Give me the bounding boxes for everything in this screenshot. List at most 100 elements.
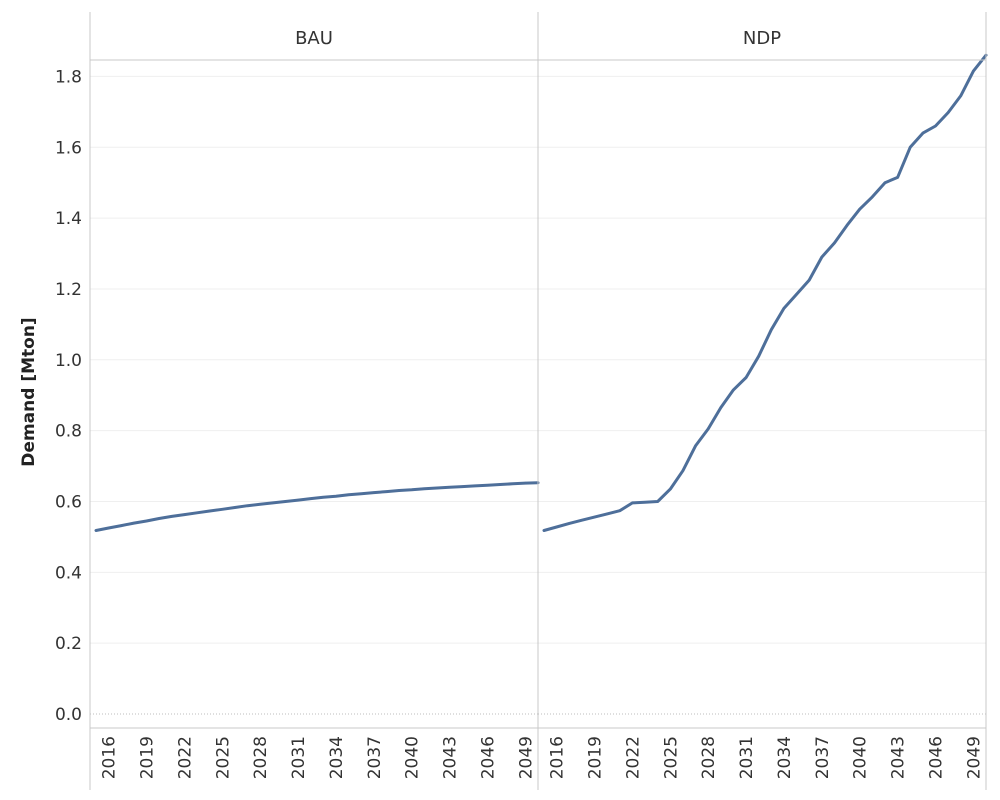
x-tick-label: 2049 <box>964 736 984 779</box>
data-point <box>246 504 249 507</box>
y-tick-label: 0.0 <box>55 705 82 725</box>
x-tick-label: 2043 <box>441 736 461 779</box>
data-point <box>360 492 363 495</box>
data-point <box>921 131 925 135</box>
data-point <box>258 503 262 506</box>
data-point <box>524 481 527 485</box>
data-point <box>296 498 300 502</box>
data-point <box>706 427 710 431</box>
data-point <box>183 513 186 516</box>
panel-frames <box>89 12 987 790</box>
data-point <box>271 501 274 505</box>
y-tick-label: 1.6 <box>55 138 82 158</box>
data-point <box>322 496 325 499</box>
data-point <box>473 484 477 488</box>
data-point <box>334 494 338 498</box>
data-point <box>934 124 937 128</box>
x-tick-label: 2031 <box>737 736 757 779</box>
x-tick-label: 2037 <box>813 736 833 779</box>
data-point <box>669 487 672 491</box>
x-tick-label: 2016 <box>548 736 568 779</box>
data-point <box>808 278 811 282</box>
data-point <box>448 486 451 489</box>
panels: 0.0 0.2 0.4 0.6 0.8 1.0 1.2 1.4 1.6 1.8 BAU 2016 201… <box>55 12 988 790</box>
data-point <box>744 376 748 379</box>
data-point <box>221 508 224 511</box>
data-point <box>782 307 786 310</box>
x-tick-label: 2019 <box>138 736 158 779</box>
x-tick-label: 2034 <box>327 736 347 779</box>
data-point <box>618 509 621 512</box>
data-point <box>580 519 584 522</box>
x-tick-label: 2022 <box>175 736 195 779</box>
data-point <box>511 482 514 485</box>
data-point <box>568 522 571 525</box>
x-tick-label: 2046 <box>926 736 946 779</box>
data-point <box>461 485 464 488</box>
x-tick-label: 2016 <box>100 736 120 779</box>
y-tick-label: 1.0 <box>55 351 82 371</box>
panel-title: NDP <box>743 28 781 49</box>
data-point <box>593 515 596 519</box>
y-tick-label: 1.2 <box>55 280 82 300</box>
x-tick-label: 2040 <box>403 736 423 779</box>
data-point <box>631 501 634 505</box>
data-point <box>833 241 836 245</box>
data-point <box>195 511 199 515</box>
data-point <box>656 500 659 503</box>
data-point <box>719 406 722 409</box>
y-tick-label: 0.6 <box>55 492 82 512</box>
series-line-bau <box>94 481 540 532</box>
data-point <box>410 488 413 491</box>
y-tick-label: 1.4 <box>55 209 82 229</box>
x-tick-label: 2037 <box>365 736 385 779</box>
data-point <box>498 483 502 486</box>
data-point <box>896 176 899 179</box>
y-tick-label: 0.4 <box>55 563 82 583</box>
data-point <box>845 223 849 227</box>
data-point <box>145 519 148 523</box>
y-tick-label: 0.2 <box>55 634 82 654</box>
data-point <box>435 486 439 490</box>
data-point <box>542 529 546 532</box>
panel-ndp: NDP 2016 2019 2022 2025 2028 2031 2034 2037 2040 2… <box>538 28 988 779</box>
data-point <box>132 521 136 525</box>
data-point <box>858 208 861 211</box>
data-point <box>694 444 697 448</box>
panel-title: BAU <box>295 28 333 49</box>
data-point <box>946 111 950 114</box>
y-axis-title: Demand [Mton] <box>19 317 39 466</box>
data-point <box>397 489 401 492</box>
x-tick-label: 2049 <box>516 736 536 779</box>
data-point <box>795 293 798 296</box>
data-point <box>347 493 350 496</box>
data-point <box>284 500 287 503</box>
data-point <box>423 487 426 490</box>
x-tick-label: 2034 <box>775 736 795 779</box>
x-tick-label: 2043 <box>889 736 909 779</box>
data-point <box>309 497 312 500</box>
data-point <box>972 69 975 73</box>
data-point <box>605 512 609 516</box>
y-tick-label: 1.8 <box>55 67 82 87</box>
panel-bau: BAU 2016 2019 2022 2025 2028 2031 2034 2037 2040 2… <box>90 28 540 779</box>
series-line-ndp <box>542 53 988 532</box>
data-point <box>107 526 110 530</box>
y-tick-label: 0.8 <box>55 422 82 442</box>
data-point <box>555 525 558 529</box>
data-point <box>208 509 211 513</box>
data-point <box>681 469 685 472</box>
data-point <box>883 181 887 184</box>
data-point <box>959 94 962 98</box>
x-tick-label: 2022 <box>623 736 643 779</box>
data-point <box>820 255 824 259</box>
data-point <box>871 195 874 199</box>
data-point <box>233 506 237 509</box>
x-tick-label: 2028 <box>251 736 271 779</box>
data-point <box>157 517 161 520</box>
x-tick-label: 2025 <box>661 736 681 779</box>
x-tick-label: 2019 <box>586 736 606 779</box>
x-tick-label: 2046 <box>478 736 498 779</box>
data-point <box>909 146 912 149</box>
